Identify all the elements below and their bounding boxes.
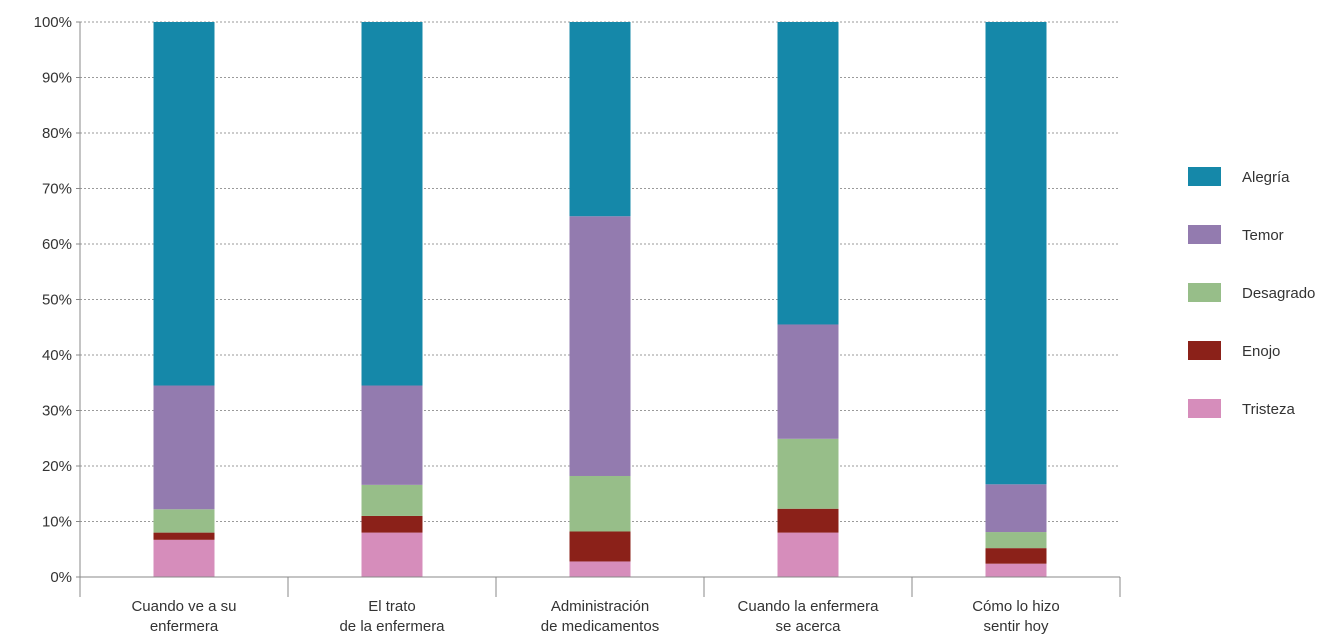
y-tick-label: 20%	[42, 458, 72, 475]
bars	[153, 22, 1047, 577]
x-category-label: sentir hoy	[983, 618, 1049, 635]
legend-label: Desagrado	[1242, 285, 1315, 302]
bar-segment-temor	[153, 385, 215, 510]
bar-segment-tristeza	[361, 532, 423, 577]
y-tick-label: 100%	[34, 14, 72, 31]
bar-segment-enojo	[569, 531, 631, 562]
legend-label: Enojo	[1242, 343, 1280, 360]
bar-segment-desagrado	[985, 532, 1047, 549]
legend-swatch	[1188, 283, 1221, 302]
bar-segment-tristeza	[985, 563, 1047, 577]
y-tick-label: 60%	[42, 236, 72, 253]
x-category-label: Cuando la enfermera	[738, 598, 880, 615]
y-tick-label: 90%	[42, 70, 72, 87]
legend: Alegría Temor Desagrado Enojo Tristeza	[1188, 167, 1315, 418]
bar-segment-desagrado	[777, 438, 839, 509]
y-tick-label: 70%	[42, 181, 72, 198]
legend-swatch	[1188, 225, 1221, 244]
y-tick-label: 30%	[42, 403, 72, 420]
y-tick-label: 50%	[42, 292, 72, 309]
bar-segment-alegria	[361, 22, 423, 386]
bar-segment-temor	[361, 385, 423, 485]
x-category-label: El trato	[368, 598, 416, 615]
bar-segment-temor	[985, 484, 1047, 533]
x-category-label: se acerca	[775, 618, 841, 635]
bar-segment-desagrado	[569, 475, 631, 532]
x-category-label: Cuando ve a su	[131, 598, 236, 615]
legend-label: Alegría	[1242, 169, 1290, 186]
bar-segment-tristeza	[777, 532, 839, 577]
bar-segment-enojo	[153, 532, 215, 540]
bar-segment-tristeza	[569, 561, 631, 577]
x-category-label: Cómo lo hizo	[972, 598, 1060, 615]
y-tick-label: 80%	[42, 125, 72, 142]
bar-segment-tristeza	[153, 539, 215, 577]
axes: 0% 10% 20% 30% 40% 50% 60% 70% 80% 90% 100% Cuando …	[34, 14, 1121, 635]
bar-segment-temor	[777, 324, 839, 439]
legend-swatch	[1188, 399, 1221, 418]
y-tick-label: 10%	[42, 514, 72, 531]
bar-segment-desagrado	[361, 484, 423, 516]
bar-segment-enojo	[361, 515, 423, 533]
x-category-label: enfermera	[150, 618, 219, 635]
y-tick-label: 0%	[50, 569, 72, 586]
y-tick-label: 40%	[42, 347, 72, 364]
bar-segment-alegria	[985, 22, 1047, 485]
legend-label: Tristeza	[1242, 401, 1295, 418]
legend-swatch	[1188, 341, 1221, 360]
x-category-label: de la enfermera	[339, 618, 445, 635]
bar-segment-desagrado	[153, 509, 215, 533]
bar-segment-alegria	[569, 22, 631, 217]
x-category-label: de medicamentos	[541, 618, 659, 635]
bar-segment-alegria	[777, 22, 839, 325]
legend-label: Temor	[1242, 227, 1284, 244]
bar-segment-enojo	[985, 548, 1047, 564]
legend-swatch	[1188, 167, 1221, 186]
x-category-label: Administración	[551, 598, 649, 615]
bar-segment-enojo	[777, 508, 839, 533]
bar-segment-temor	[569, 216, 631, 476]
bar-segment-alegria	[153, 22, 215, 386]
